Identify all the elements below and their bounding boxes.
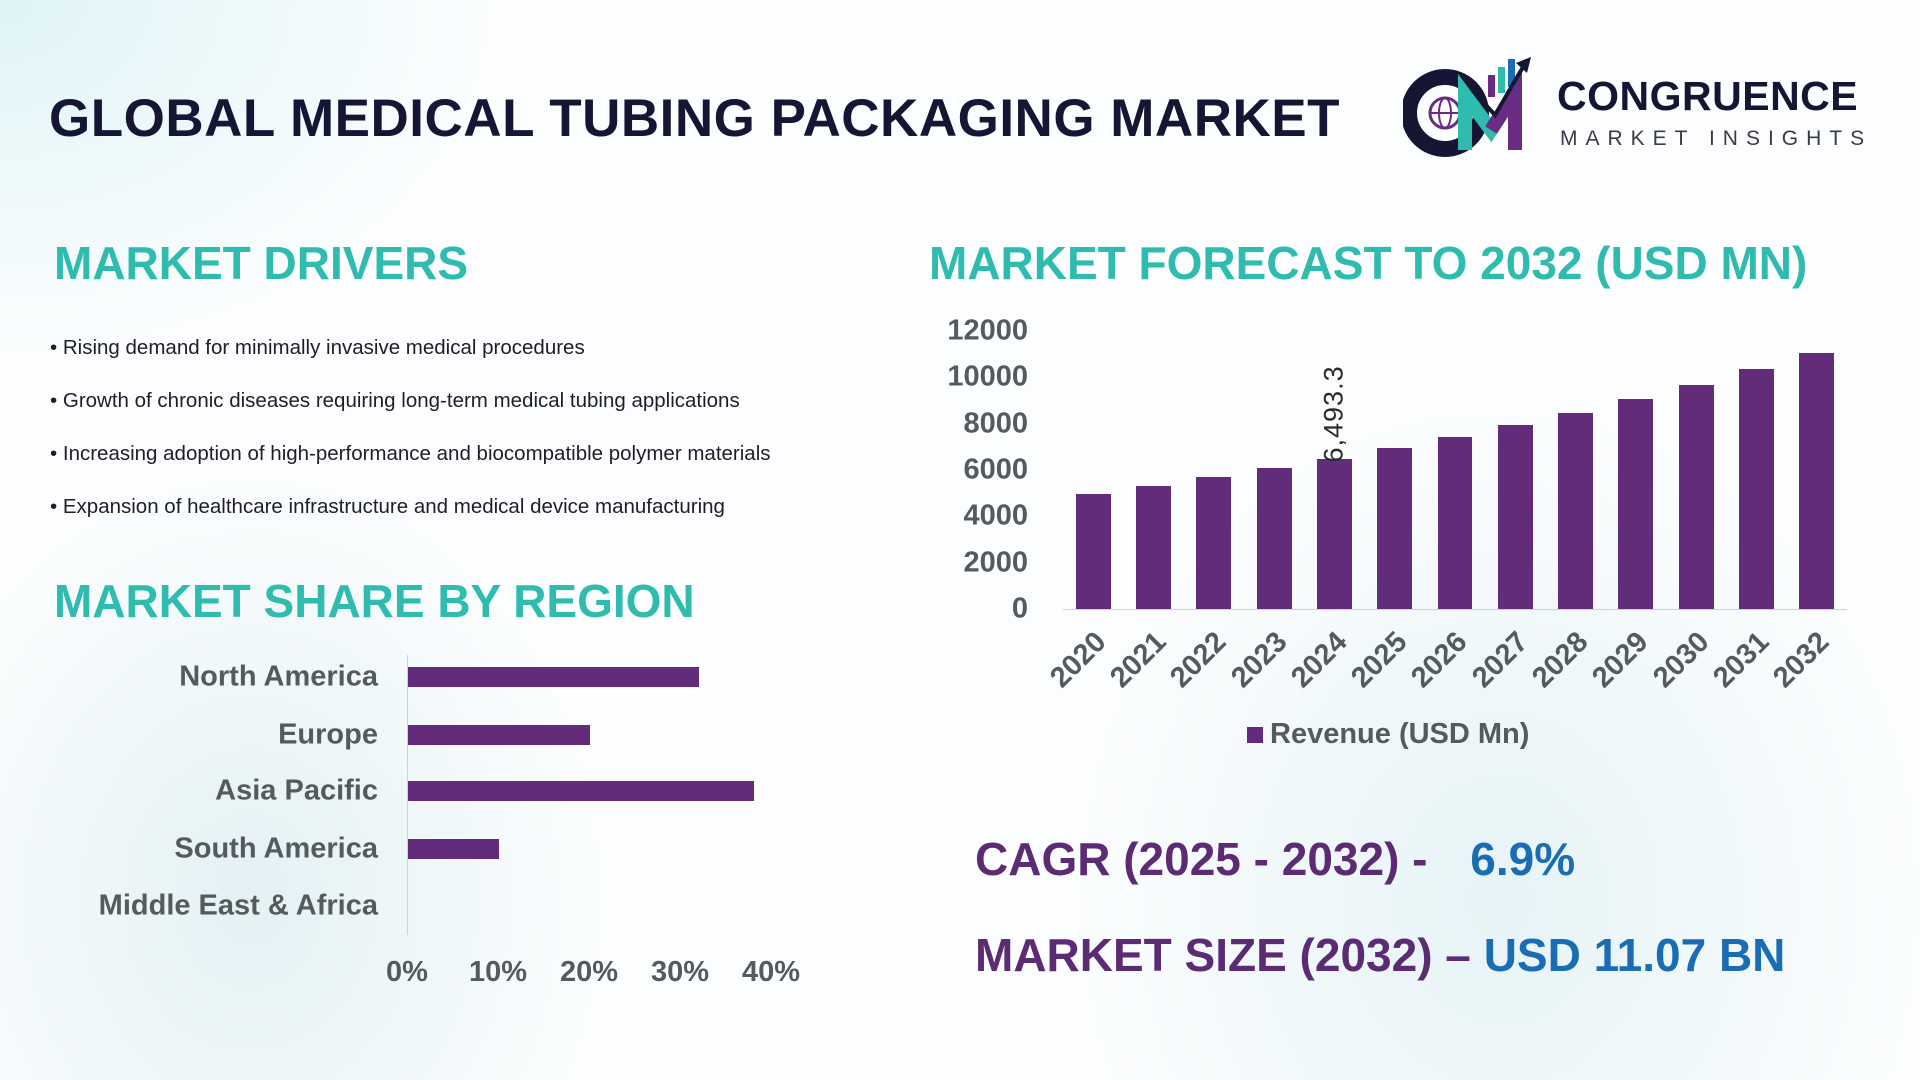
forecast-y-tick: 6000 [963, 453, 1028, 486]
legend-label: Revenue (USD Mn) [1270, 718, 1530, 750]
region-bar [408, 839, 499, 859]
region-axis-line [407, 655, 408, 935]
forecast-x-tick: 2027 [1466, 625, 1535, 695]
forecast-x-tick: 2030 [1646, 625, 1716, 695]
cagr-stat: CAGR (2025 - 2032) - 6.9% [975, 832, 1575, 886]
forecast-x-tick: 2028 [1526, 625, 1595, 695]
forecast-x-tick: 2024 [1285, 625, 1354, 695]
company-logo: CONGRUENCE MARKET INSIGHTS [1401, 55, 1873, 160]
region-heading: MARKET SHARE BY REGION [54, 575, 695, 627]
legend-swatch [1247, 727, 1263, 743]
logo-mark-icon [1401, 57, 1531, 157]
logo-subtitle: MARKET INSIGHTS [1560, 127, 1873, 150]
region-x-tick: 20% [559, 956, 619, 988]
region-label: North America [179, 660, 378, 693]
forecast-bar [1437, 437, 1473, 609]
driver-item: • Rising demand for minimally invasive m… [50, 336, 585, 359]
forecast-x-tick: 2029 [1586, 625, 1655, 695]
forecast-x-tick: 2020 [1043, 625, 1113, 695]
driver-item: • Growth of chronic diseases requiring l… [50, 389, 740, 412]
forecast-y-tick: 12000 [947, 314, 1028, 347]
region-bar [408, 781, 754, 801]
market-size-stat: MARKET SIZE (2032) – USD 11.07 BN [975, 928, 1785, 982]
driver-item: • Expansion of healthcare infrastructure… [50, 495, 725, 518]
region-label: Europe [278, 718, 378, 751]
region-bar [408, 667, 700, 687]
forecast-bar [1678, 384, 1714, 609]
forecast-y-tick: 2000 [963, 546, 1028, 579]
forecast-bar [1135, 485, 1171, 609]
logo-name: CONGRUENCE [1557, 73, 1859, 119]
region-label: South America [174, 832, 378, 865]
forecast-heading: MARKET FORECAST TO 2032 (USD MN) [929, 237, 1808, 289]
forecast-x-tick: 2025 [1345, 625, 1414, 695]
region-bar [408, 725, 590, 745]
forecast-bar [1739, 368, 1775, 609]
forecast-data-label: 6,493.3 [1318, 364, 1349, 463]
forecast-bar [1558, 412, 1594, 609]
forecast-x-tick: 2023 [1224, 625, 1294, 695]
forecast-x-tick: 2021 [1104, 625, 1173, 695]
market-size-value: USD 11.07 BN [1483, 929, 1786, 981]
forecast-y-tick: 8000 [963, 407, 1028, 440]
drivers-heading: MARKET DRIVERS [54, 237, 469, 289]
forecast-x-tick: 2031 [1707, 625, 1776, 695]
cagr-label: CAGR (2025 - 2032) - [975, 833, 1441, 885]
forecast-bar [1377, 448, 1413, 609]
region-x-tick: 0% [386, 956, 428, 988]
forecast-bar [1256, 468, 1292, 609]
region-x-tick: 10% [468, 956, 528, 988]
region-x-tick: 40% [741, 956, 801, 988]
cagr-value: 6.9% [1470, 833, 1576, 885]
forecast-x-tick: 2032 [1767, 625, 1836, 695]
forecast-y-tick: 0 [1011, 592, 1028, 625]
region-label: Middle East & Africa [98, 889, 378, 922]
forecast-bar [1497, 425, 1533, 609]
forecast-bar [1618, 399, 1654, 609]
forecast-bar [1799, 352, 1835, 609]
forecast-axis-line [1063, 609, 1847, 610]
forecast-bar [1075, 493, 1111, 609]
region-x-tick: 30% [650, 956, 710, 988]
forecast-y-tick: 10000 [947, 360, 1028, 393]
driver-item: • Increasing adoption of high-performanc… [50, 442, 771, 465]
forecast-bar [1196, 477, 1232, 609]
forecast-bar [1316, 458, 1352, 609]
page-title: GLOBAL MEDICAL TUBING PACKAGING MARKET [49, 89, 1340, 148]
region-label: Asia Pacific [215, 774, 378, 807]
market-size-label: MARKET SIZE (2032) – [975, 929, 1484, 981]
forecast-x-tick: 2026 [1405, 625, 1474, 695]
forecast-y-tick: 4000 [963, 499, 1028, 532]
forecast-x-tick: 2022 [1164, 625, 1233, 695]
